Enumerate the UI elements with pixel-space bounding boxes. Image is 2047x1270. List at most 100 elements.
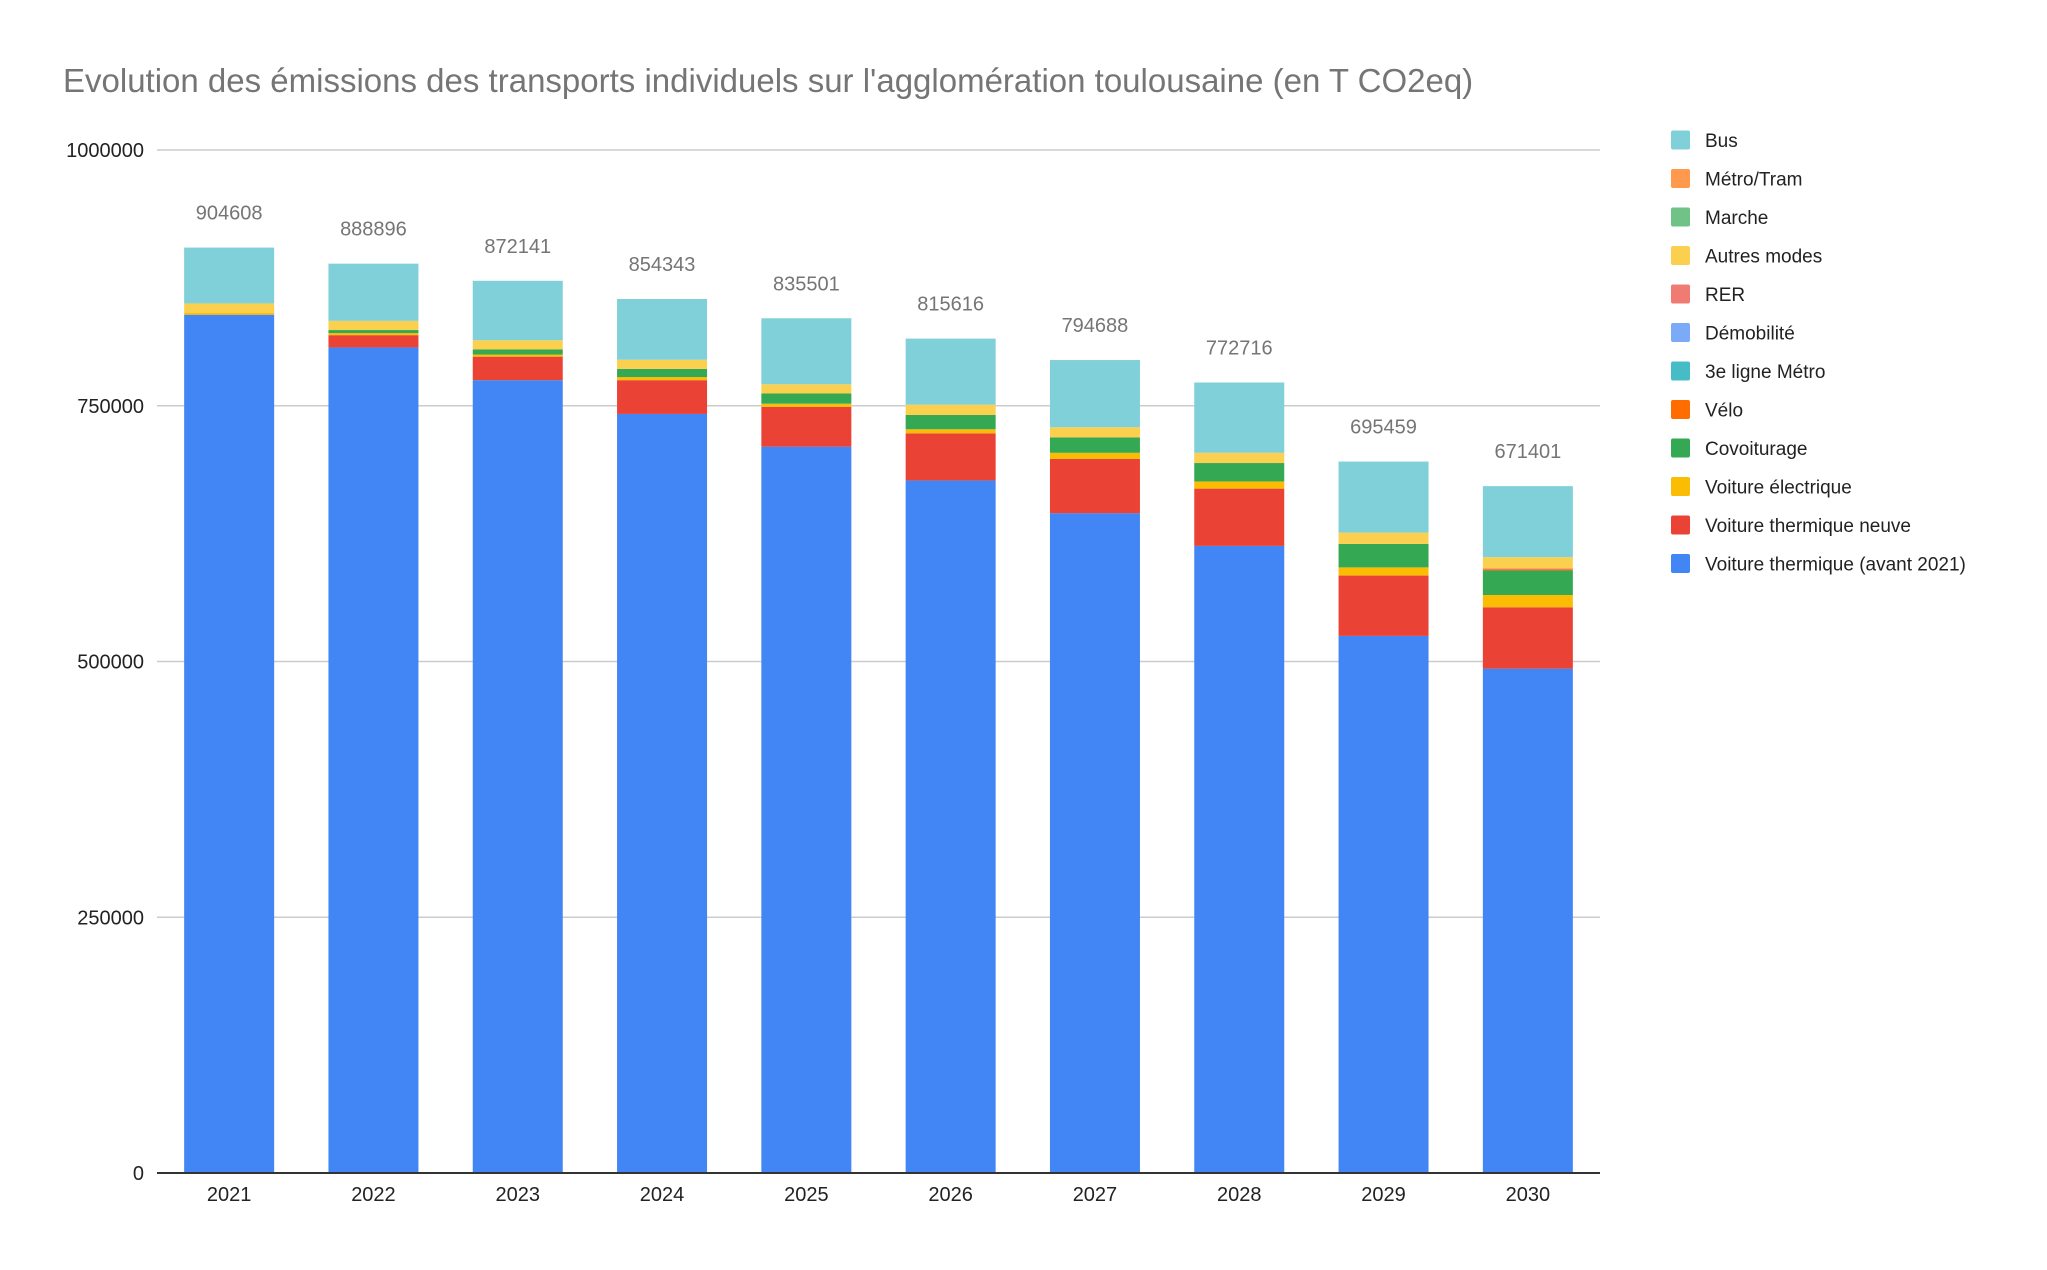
total-label: 815616: [917, 294, 984, 316]
bar-segment: [905, 480, 996, 1174]
bar-segment: [761, 318, 852, 385]
bar-segment: [1049, 360, 1140, 428]
bar-segment: [617, 299, 708, 360]
total-label: 671401: [1494, 441, 1561, 463]
legend-swatch: [1671, 284, 1690, 304]
bar-segment: [761, 403, 852, 407]
legend-label: Covoiturage: [1705, 439, 1807, 460]
legend-label: Vélo: [1705, 401, 1743, 422]
bar-segment: [1194, 382, 1285, 453]
y-tick-label: 750000: [77, 396, 144, 418]
bar-segment: [1194, 481, 1285, 489]
legend-item[interactable]: Autres modes: [1671, 246, 1822, 268]
legend-label: Voiture thermique neuve: [1705, 516, 1911, 537]
legend-swatch: [1671, 207, 1690, 227]
legend-item[interactable]: 3e ligne Métro: [1671, 361, 1825, 384]
legend-item[interactable]: Voiture thermique (avant 2021): [1671, 554, 1966, 576]
legend-label: Bus: [1705, 131, 1738, 152]
legend-swatch: [1671, 438, 1690, 458]
total-label: 904608: [196, 203, 263, 225]
total-labels: 904608 888896 872141 854343 835501 815616 7946…: [196, 203, 1561, 464]
legend-item[interactable]: Vélo: [1671, 400, 1743, 422]
bar-segment: [1482, 595, 1573, 608]
legend-swatch: [1671, 515, 1690, 535]
bar-segment: [184, 312, 275, 315]
bar-segment: [1049, 452, 1140, 459]
bar-segment: [905, 404, 996, 415]
legend-label: 3e ligne Métro: [1705, 362, 1825, 383]
legend-label: Voiture électrique: [1705, 478, 1852, 499]
legend-label: Démobilité: [1705, 324, 1795, 345]
bar-segment: [1194, 545, 1285, 1173]
bar-segment: [1482, 570, 1573, 596]
x-tick-label: 2022: [351, 1184, 396, 1206]
bar-segment: [1338, 635, 1429, 1173]
x-tick-label: 2027: [1073, 1184, 1118, 1206]
x-tick-label: 2023: [496, 1184, 541, 1206]
legend-item[interactable]: Voiture thermique neuve: [1671, 515, 1911, 538]
legend-item[interactable]: RER: [1671, 284, 1745, 307]
bar-segment: [1482, 607, 1573, 669]
total-label: 695459: [1350, 417, 1417, 439]
bar-segment: [617, 368, 708, 378]
bar-segment: [617, 359, 708, 369]
legend-swatch: [1671, 477, 1690, 496]
y-tick-label: 1000000: [66, 140, 144, 162]
x-tick-label: 2021: [207, 1184, 252, 1206]
bar-segment: [761, 406, 852, 447]
bar-segment: [1049, 437, 1140, 453]
legend-swatch: [1671, 130, 1690, 150]
y-tick-label: 250000: [77, 907, 144, 929]
bar-segment: [1338, 567, 1429, 576]
legend-swatch: [1671, 323, 1690, 342]
legend-label: Voiture thermique (avant 2021): [1705, 555, 1966, 576]
bar-segment: [1482, 568, 1573, 570]
total-label: 854343: [629, 254, 696, 276]
legend-item[interactable]: Métro/Tram: [1671, 169, 1802, 191]
bar-segment: [761, 384, 852, 394]
bar-segment: [761, 446, 852, 1173]
bar-segment: [472, 380, 563, 1173]
bar-segment: [328, 347, 419, 1174]
bar-segment: [184, 247, 275, 304]
bar-segment: [1049, 427, 1140, 438]
bar-segment: [1338, 532, 1429, 544]
bar-segment: [328, 335, 419, 348]
legend-swatch: [1671, 361, 1690, 381]
bar-segment: [1049, 513, 1140, 1173]
bar-segment: [472, 280, 563, 341]
legend: Bus Métro/Tram Marche Autres modes RER Démobi…: [1671, 130, 1966, 576]
legend-swatch: [1671, 400, 1690, 419]
bar-segment: [1194, 463, 1285, 482]
bar-segment: [1482, 557, 1573, 569]
bar-segment: [1338, 575, 1429, 636]
x-tick-label: 2026: [928, 1184, 973, 1206]
bar-segment: [1338, 461, 1429, 533]
bar-segment: [905, 414, 996, 430]
bar-segment: [328, 320, 419, 331]
chart-title: Evolution des émissions des transports i…: [63, 62, 1473, 99]
bar-segment: [1194, 452, 1285, 464]
x-tick-label: 2024: [640, 1184, 685, 1206]
x-tick-label: 2028: [1217, 1184, 1262, 1206]
bar-segment: [905, 338, 996, 405]
legend-item[interactable]: Marche: [1671, 207, 1768, 230]
bar-segment: [1338, 543, 1429, 568]
bar-segment: [328, 333, 419, 336]
bar-segment: [1482, 668, 1573, 1173]
y-tick-label: 500000: [77, 652, 144, 674]
bar-segment: [905, 433, 996, 481]
total-label: 772716: [1206, 338, 1273, 360]
legend-item[interactable]: Bus: [1671, 130, 1738, 153]
legend-item[interactable]: Covoiturage: [1671, 438, 1807, 461]
bar-segment: [472, 349, 563, 355]
total-label: 888896: [340, 219, 407, 241]
bar-segment: [184, 303, 275, 313]
bar-segment: [905, 429, 996, 434]
legend-swatch: [1671, 246, 1690, 265]
legend-item[interactable]: Démobilité: [1671, 323, 1795, 345]
legend-swatch: [1671, 554, 1690, 573]
legend-item[interactable]: Voiture électrique: [1671, 477, 1852, 499]
